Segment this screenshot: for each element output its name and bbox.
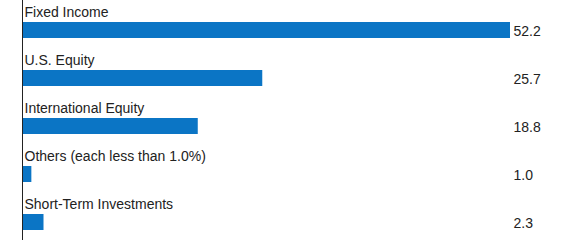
svg-text:International Equity: International Equity <box>25 100 145 116</box>
svg-text:18.8: 18.8 <box>514 119 541 135</box>
svg-text:U.S. Equity: U.S. Equity <box>25 52 95 68</box>
svg-text:1.0: 1.0 <box>514 167 534 183</box>
svg-text:Short-Term Investments: Short-Term Investments <box>25 196 174 212</box>
svg-text:Fixed Income: Fixed Income <box>25 4 109 20</box>
svg-text:Others (each less than 1.0%): Others (each less than 1.0%) <box>25 148 206 164</box>
svg-text:52.2: 52.2 <box>514 23 541 39</box>
svg-text:25.7: 25.7 <box>514 71 541 87</box>
svg-text:2.3: 2.3 <box>514 215 534 231</box>
